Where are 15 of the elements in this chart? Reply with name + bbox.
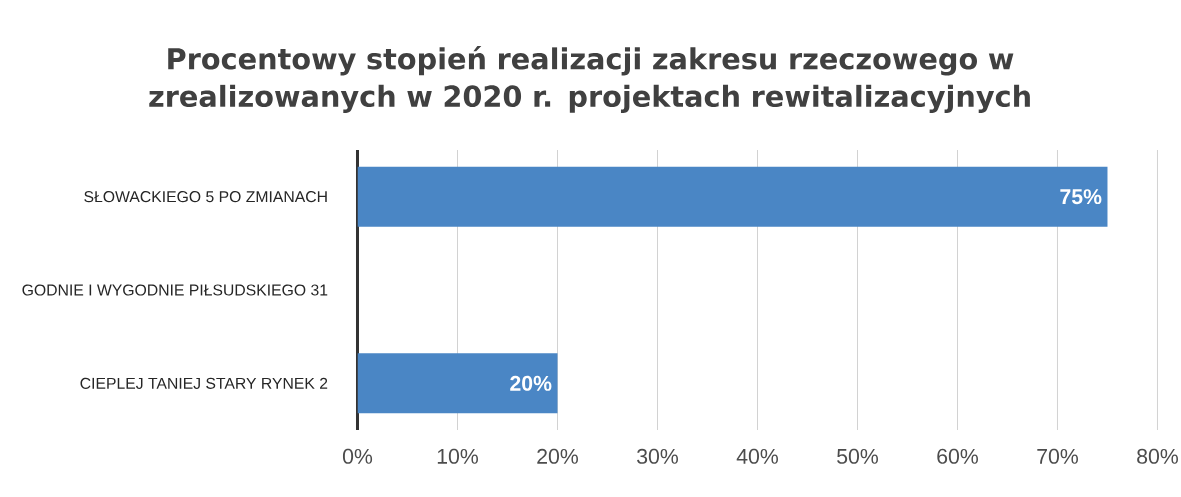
x-tick-label: 10% — [437, 448, 479, 464]
data-label: 20% — [510, 375, 552, 391]
chart-title: Procentowy stopień realizacji zakresu rzeczowego w zrealizowanych w 2020 r. projektach rewitalizacyjnych — [149, 46, 1030, 113]
y-tick-label: CIEPLEJ TANIEJ STARY RYNEK 2 — [80, 377, 328, 389]
x-tick-label: 40% — [736, 448, 779, 464]
x-tick-label: 80% — [1137, 448, 1178, 464]
x-tick-label: 70% — [1037, 448, 1078, 464]
x-tick-label: 50% — [837, 448, 879, 464]
y-tick-label: GODNIE I WYGODNIE PIŁSUDSKIEGO 31 — [22, 284, 328, 296]
x-tick-label: 30% — [637, 448, 679, 464]
y-tick-label: SŁOWACKIEGO 5 PO ZMIANACH — [84, 191, 327, 203]
x-tick-label: 20% — [537, 448, 579, 464]
data-label: 75% — [1060, 189, 1102, 205]
x-tick-label: 0% — [342, 448, 373, 464]
x-tick-label: 60% — [937, 448, 978, 464]
